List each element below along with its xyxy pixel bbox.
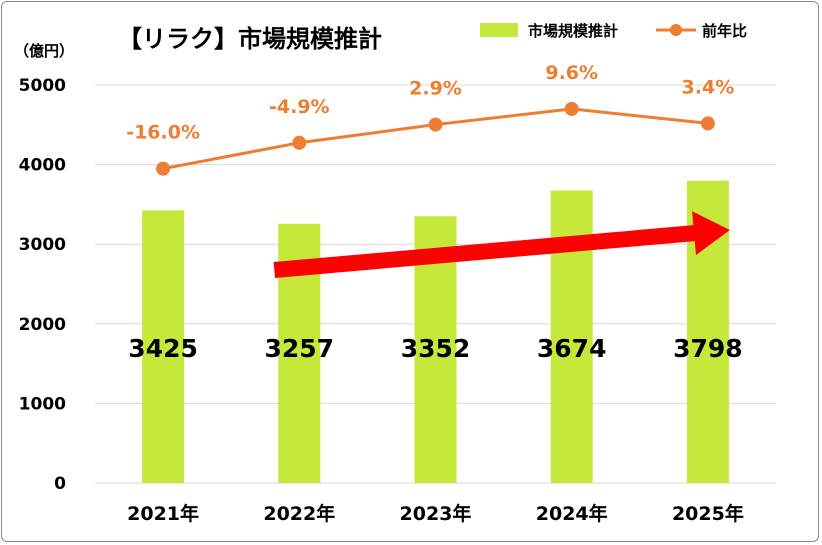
x-category-label: 2024年 (536, 502, 608, 525)
trend-arrow-shape (273, 211, 730, 278)
legend-label-bar: 市場規模推計 (528, 22, 618, 40)
y-tick-label: 4000 (19, 156, 66, 176)
line-value-label: 9.6% (545, 62, 598, 84)
line-value-label: -4.9% (269, 96, 330, 118)
x-axis-categories: 2021年 2022年 2023年 2024年 2025年 (127, 502, 744, 525)
x-category-label: 2025年 (672, 502, 744, 525)
line-series (156, 101, 715, 176)
legend-marker-line (670, 24, 682, 36)
line-value-label: 2.9% (409, 78, 462, 100)
legend: 市場規模推計 前年比 (480, 22, 747, 40)
y-tick-label: 3000 (19, 235, 66, 255)
bar-value-label: 3798 (673, 334, 743, 363)
line-point (564, 101, 579, 116)
bar-value-label: 3352 (401, 334, 471, 363)
x-category-label: 2023年 (400, 502, 472, 525)
line-point (700, 116, 715, 131)
line-value-label: 3.4% (682, 76, 735, 98)
legend-label-line: 前年比 (702, 22, 747, 40)
y-tick-label: 1000 (19, 394, 66, 414)
line-point (156, 161, 171, 176)
gridlines (95, 84, 776, 484)
bar-value-label: 3674 (537, 334, 607, 363)
line-point (428, 117, 443, 132)
y-axis-unit-label: （億円） (14, 42, 74, 60)
x-category-label: 2021年 (127, 502, 199, 525)
data-labels: 3425 3257 3352 3674 3798 -16.0% -4.9% 2.9% 9.6% 3… (126, 62, 743, 363)
bar-value-label: 3425 (128, 334, 198, 363)
line-point (292, 135, 307, 150)
bar-series (142, 180, 729, 484)
y-axis-ticks: 0 1000 2000 3000 4000 5000 (19, 76, 66, 494)
y-tick-label: 5000 (19, 76, 66, 96)
y-tick-label: 0 (54, 474, 66, 494)
bar-value-label: 3257 (265, 334, 335, 363)
legend-swatch-bar (480, 23, 518, 37)
chart-title: 【リラク】市場規模推計 (118, 25, 382, 53)
bar (142, 210, 185, 483)
x-category-label: 2022年 (263, 502, 335, 525)
line-value-label: -16.0% (126, 122, 200, 144)
trend-arrow (273, 211, 730, 278)
y-tick-label: 2000 (19, 315, 66, 335)
